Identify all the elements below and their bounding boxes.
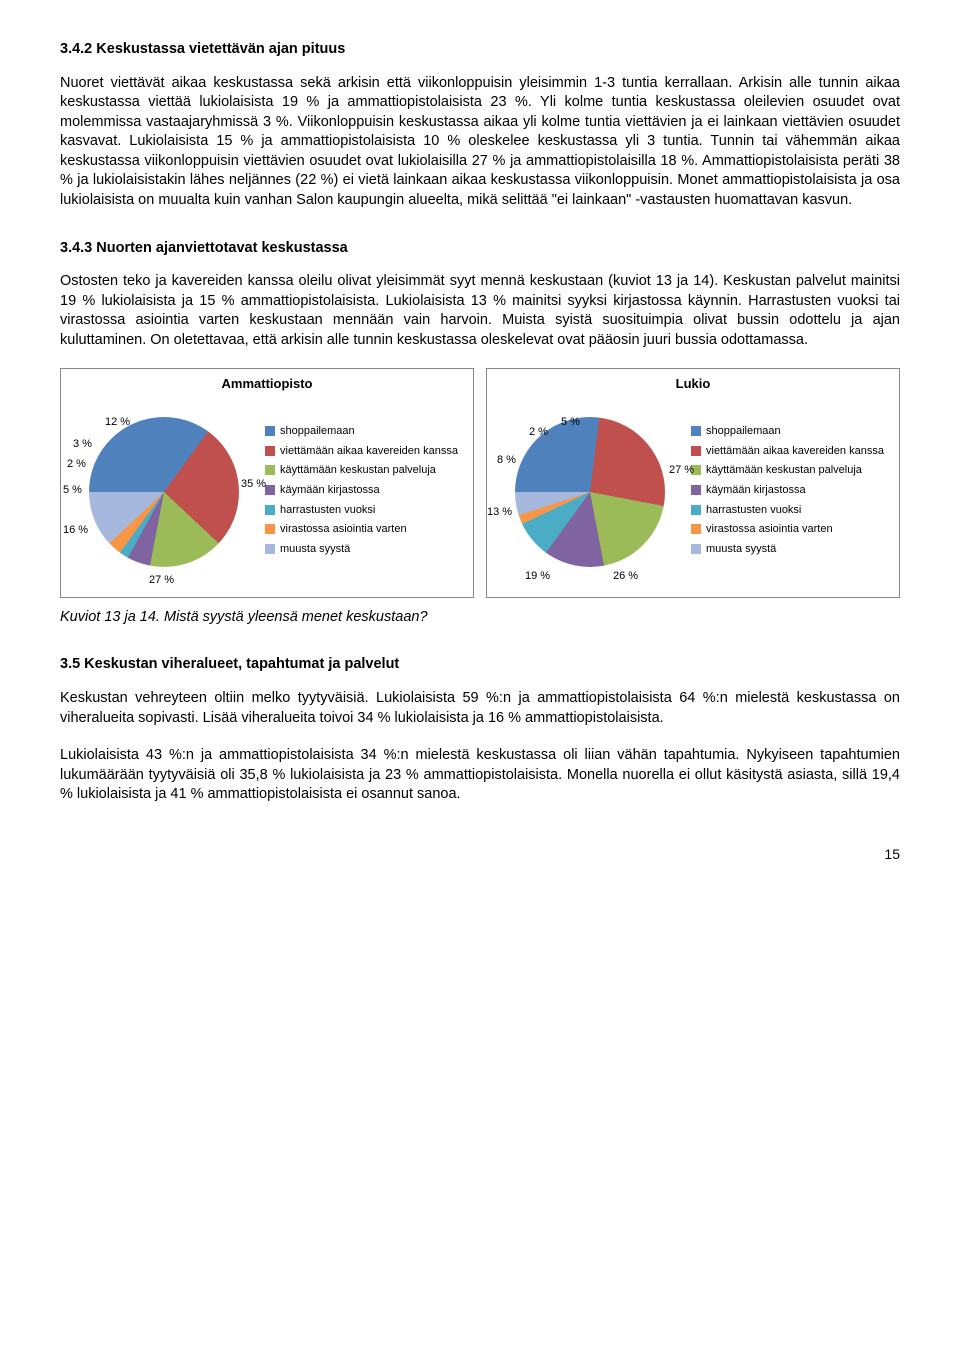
pie-slice-label: 35 %	[241, 477, 266, 492]
page-number: 15	[60, 845, 900, 864]
pie-slice-label: 12 %	[105, 415, 130, 430]
legend-label: harrastusten vuoksi	[280, 502, 375, 520]
legend-label: shoppailemaan	[706, 423, 781, 441]
para-342: Nuoret viettävät aikaa keskustassa sekä …	[60, 74, 900, 211]
legend-item: virastossa asiointia varten	[265, 521, 458, 539]
section-heading-343: 3.4.3 Nuorten ajanviettotavat keskustass…	[60, 239, 900, 259]
legend-item: muusta syystä	[265, 541, 458, 559]
legend-label: viettämään aikaa kavereiden kanssa	[280, 443, 458, 461]
chart-ammattiopisto: Ammattiopisto 35 %27 %16 %5 %2 %3 %12 % …	[60, 368, 474, 598]
legend-item: käyttämään keskustan palveluja	[265, 462, 458, 480]
pie-ammattiopisto	[89, 417, 239, 567]
legend-item: viettämään aikaa kavereiden kanssa	[691, 443, 884, 461]
legend-item: virastossa asiointia varten	[691, 521, 884, 539]
legend-swatch	[265, 544, 275, 554]
legend-label: muusta syystä	[706, 541, 776, 559]
legend-swatch	[691, 524, 701, 534]
legend-swatch	[265, 485, 275, 495]
legend-item: käymään kirjastossa	[691, 482, 884, 500]
legend-swatch	[265, 505, 275, 515]
legend-item: harrastusten vuoksi	[691, 502, 884, 520]
pie-slice-label: 27 %	[149, 573, 174, 588]
legend-item: viettämään aikaa kavereiden kanssa	[265, 443, 458, 461]
legend-ammattiopisto: shoppailemaan viettämään aikaa kavereiden…	[259, 423, 458, 560]
legend-swatch	[265, 446, 275, 456]
pie-slice-label: 5 %	[63, 483, 82, 498]
chart-title-ammattiopisto: Ammattiopisto	[69, 375, 465, 393]
para-35-1: Keskustan vehreyteen oltiin melko tyytyv…	[60, 689, 900, 728]
legend-swatch	[691, 426, 701, 436]
legend-swatch	[265, 524, 275, 534]
legend-label: käyttämään keskustan palveluja	[280, 462, 436, 480]
legend-label: muusta syystä	[280, 541, 350, 559]
pie-slice-label: 5 %	[561, 415, 580, 430]
pie-slice-label: 26 %	[613, 569, 638, 584]
legend-item: shoppailemaan	[691, 423, 884, 441]
legend-label: käymään kirjastossa	[280, 482, 380, 500]
legend-item: shoppailemaan	[265, 423, 458, 441]
legend-swatch	[265, 465, 275, 475]
legend-item: harrastusten vuoksi	[265, 502, 458, 520]
legend-swatch	[691, 446, 701, 456]
legend-label: käyttämään keskustan palveluja	[706, 462, 862, 480]
charts-row: Ammattiopisto 35 %27 %16 %5 %2 %3 %12 % …	[60, 368, 900, 598]
para-35-2: Lukiolaisista 43 %:n ja ammattiopistolai…	[60, 746, 900, 805]
legend-label: harrastusten vuoksi	[706, 502, 801, 520]
pie-slice-label: 2 %	[529, 425, 548, 440]
legend-swatch	[691, 544, 701, 554]
section-heading-342: 3.4.2 Keskustassa vietettävän ajan pituu…	[60, 40, 900, 60]
legend-item: käyttämään keskustan palveluja	[691, 462, 884, 480]
legend-lukio: shoppailemaan viettämään aikaa kavereiden…	[685, 423, 884, 560]
legend-swatch	[265, 426, 275, 436]
pie-wrap-lukio: 27 %26 %19 %13 %8 %2 %5 %	[495, 397, 685, 587]
pie-slice-label: 13 %	[487, 505, 512, 520]
pie-slice-label: 19 %	[525, 569, 550, 584]
pie-slice-label: 3 %	[73, 437, 92, 452]
pie-slice-label: 16 %	[63, 523, 88, 538]
pie-slice-label: 27 %	[669, 463, 694, 478]
legend-item: käymään kirjastossa	[265, 482, 458, 500]
legend-swatch	[691, 505, 701, 515]
charts-caption: Kuviot 13 ja 14. Mistä syystä yleensä me…	[60, 608, 900, 628]
legend-swatch	[691, 485, 701, 495]
legend-label: virastossa asiointia varten	[280, 521, 407, 539]
chart-title-lukio: Lukio	[495, 375, 891, 393]
legend-item: muusta syystä	[691, 541, 884, 559]
pie-slice-label: 8 %	[497, 453, 516, 468]
legend-label: käymään kirjastossa	[706, 482, 806, 500]
pie-wrap-ammattiopisto: 35 %27 %16 %5 %2 %3 %12 %	[69, 397, 259, 587]
legend-label: shoppailemaan	[280, 423, 355, 441]
para-343: Ostosten teko ja kavereiden kanssa oleil…	[60, 272, 900, 350]
chart-lukio: Lukio 27 % 26 % 19 % 13 % 8 % 2 % 5 % shoppail…	[486, 368, 900, 598]
legend-label: virastossa asiointia varten	[706, 521, 833, 539]
section-heading-35: 3.5 Keskustan viheralueet, tapahtumat ja…	[60, 655, 900, 675]
pie-slice-label: 2 %	[67, 457, 86, 472]
legend-label: viettämään aikaa kavereiden kanssa	[706, 443, 884, 461]
